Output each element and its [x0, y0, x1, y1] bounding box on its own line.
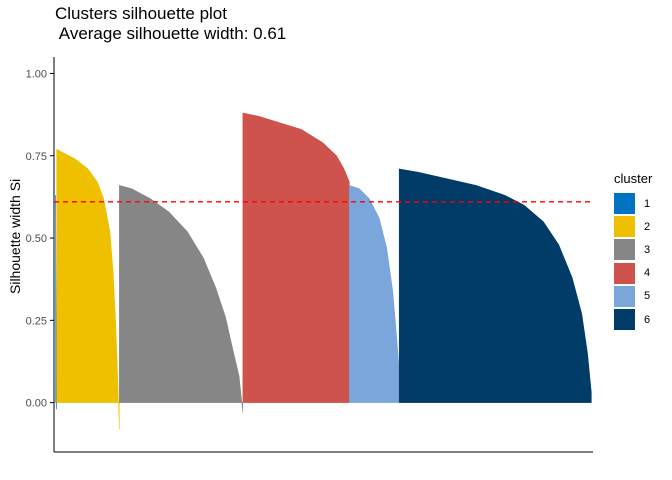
- chart-title: Clusters silhouette plot: [55, 4, 227, 23]
- y-tick-label-2: 0.50: [26, 233, 47, 245]
- y-tick-label-0: 0.00: [26, 398, 47, 410]
- y-tick-label-4: 1.00: [26, 68, 47, 80]
- legend-swatch-6: [614, 309, 635, 331]
- y-tick-label-3: 0.75: [26, 151, 47, 163]
- legend-swatch-1: [614, 193, 635, 215]
- legend-item-1: 1: [614, 192, 652, 215]
- cluster-3-bars: [119, 185, 244, 413]
- chart-title-block: Clusters silhouette plot Average silhoue…: [55, 4, 286, 44]
- y-tick-label-1: 0.25: [26, 315, 47, 327]
- silhouette-bars: [55, 112, 592, 429]
- chart-subtitle: Average silhouette width: 0.61: [55, 24, 287, 43]
- legend-label-4: 4: [644, 267, 651, 280]
- legend-swatch-3: [614, 239, 635, 261]
- legend: cluster 1 2 3 4 5 6: [614, 171, 652, 331]
- legend-label-6: 6: [644, 313, 651, 326]
- legend-swatch-5: [614, 285, 635, 307]
- legend-items: 1 2 3 4 5 6: [614, 192, 652, 331]
- cluster-5-bars: [349, 185, 400, 403]
- legend-label-5: 5: [644, 290, 651, 303]
- cluster-4-bars: [242, 112, 350, 403]
- legend-title: cluster: [614, 171, 653, 186]
- y-axis-ticks: 0.00 0.25 0.50 0.75 1.00: [26, 68, 54, 410]
- legend-swatch-2: [614, 216, 635, 238]
- legend-label-1: 1: [644, 197, 651, 210]
- legend-item-3: 3: [614, 238, 652, 261]
- legend-label-3: 3: [644, 243, 651, 256]
- legend-item-4: 4: [614, 262, 652, 285]
- legend-item-6: 6: [614, 308, 652, 331]
- legend-swatch-4: [614, 262, 635, 284]
- legend-item-5: 5: [614, 285, 652, 308]
- cluster-2-bars: [56, 148, 120, 429]
- silhouette-chart: 0.00 0.25 0.50 0.75 1.00: [26, 57, 593, 453]
- legend-item-2: 2: [614, 215, 652, 238]
- legend-label-2: 2: [644, 220, 651, 233]
- cluster-6-bars: [398, 168, 592, 403]
